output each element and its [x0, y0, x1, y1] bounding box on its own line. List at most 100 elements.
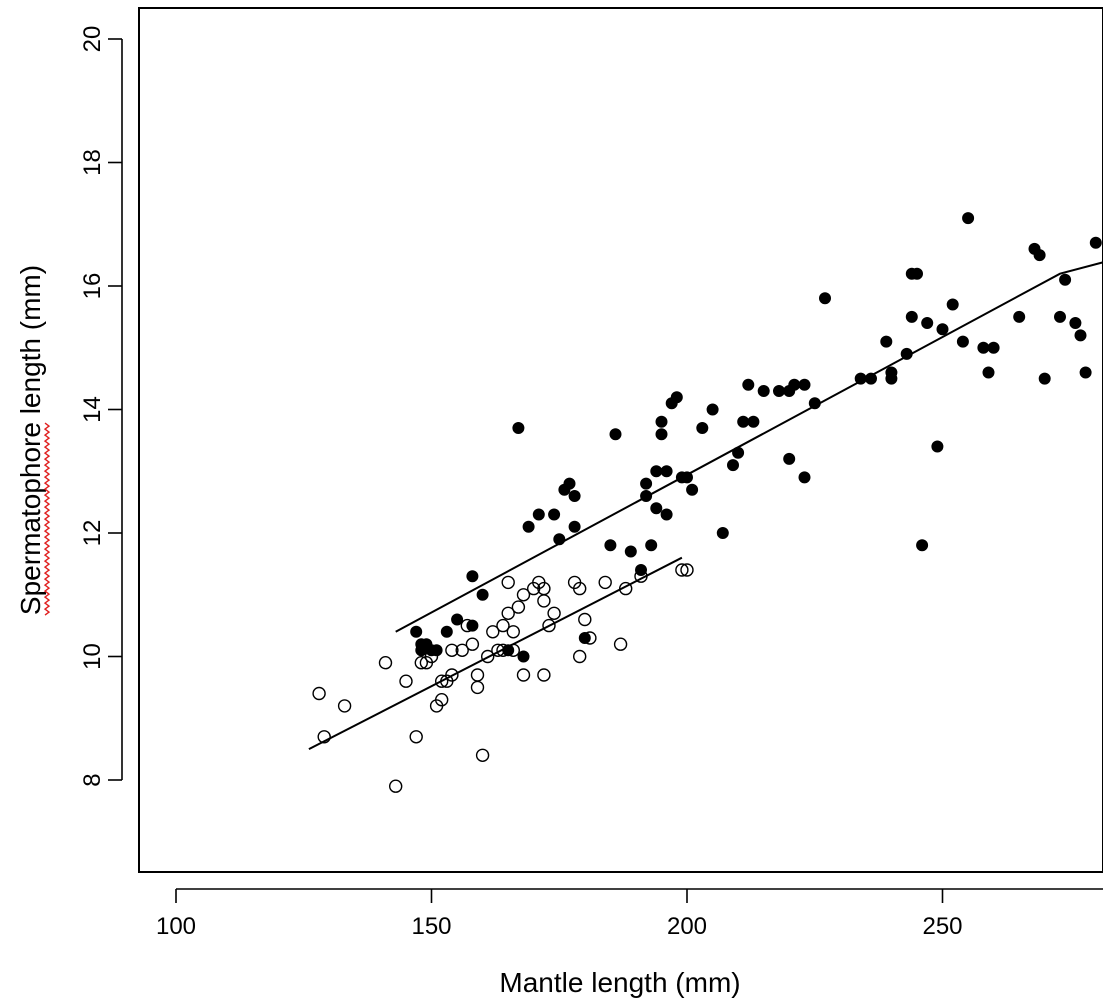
data-point-open: [680, 563, 694, 577]
data-point-filled: [1059, 273, 1072, 286]
data-point-filled: [645, 539, 658, 552]
data-point-filled: [568, 520, 581, 533]
data-point-open: [598, 575, 612, 590]
data-point-open: [435, 693, 449, 707]
data-point-open: [537, 594, 551, 608]
data-point-filled: [466, 570, 479, 583]
data-point-open: [537, 668, 551, 682]
x-axis: 100150200250300350400450: [156, 888, 1103, 940]
data-point-filled: [783, 452, 796, 465]
data-point-open: [460, 618, 474, 633]
data-point-open: [470, 680, 485, 695]
x-axis-title: Mantle length (mm): [499, 967, 740, 998]
data-point-filled: [440, 625, 453, 638]
data-point-open: [465, 637, 480, 651]
data-point-filled: [737, 415, 750, 428]
data-point-filled: [1013, 310, 1026, 323]
data-point-filled: [987, 341, 1000, 354]
data-point-open: [389, 779, 403, 793]
data-point-filled: [819, 292, 831, 305]
y-tick-label: 12: [79, 520, 106, 547]
data-point-open: [501, 575, 515, 590]
x-tick-label: 100: [156, 913, 196, 940]
data-point-filled: [563, 477, 576, 490]
data-point-open: [312, 686, 326, 701]
data-point-filled: [798, 378, 811, 391]
data-point-filled: [609, 428, 622, 441]
data-point-filled: [696, 422, 709, 434]
data-point-open: [445, 668, 459, 682]
data-point-open: [613, 637, 628, 651]
data-point-filled: [451, 613, 464, 626]
data-point-filled: [522, 520, 535, 533]
data-point-open: [414, 656, 428, 670]
data-point-open: [399, 674, 413, 688]
data-point-open: [578, 612, 592, 627]
data-point-filled: [946, 298, 959, 311]
y-tick-label: 8: [79, 773, 106, 786]
data-point-filled: [1069, 317, 1082, 329]
data-point-filled: [650, 502, 663, 515]
data-point-open: [501, 606, 515, 620]
data-point-open: [496, 643, 510, 657]
y-axis: 8 10 12 14 16 18 20: [79, 26, 123, 787]
data-point-filled: [1079, 366, 1092, 379]
data-point-filled: [604, 539, 617, 552]
data-point-open: [496, 618, 510, 633]
data-point-filled: [788, 378, 801, 391]
data-point-filled: [660, 508, 673, 521]
data-point-filled: [568, 490, 581, 502]
x-tick-label: 150: [411, 913, 451, 940]
y-axis-title: Spermatophore length (mm): [15, 265, 46, 615]
y-tick-label: 20: [79, 26, 106, 53]
data-point-filled: [982, 366, 995, 379]
data-point-open: [378, 656, 393, 670]
series-layer: [308, 212, 1103, 793]
data-point-filled: [773, 385, 785, 397]
y-tick-label: 18: [79, 149, 106, 176]
data-point-open: [486, 625, 500, 639]
fit-line: [395, 261, 1103, 633]
data-point-open: [337, 699, 352, 713]
data-point-filled: [548, 508, 561, 521]
x-tick-label: 250: [922, 913, 962, 940]
data-point-filled: [660, 465, 673, 478]
data-point-filled: [905, 310, 918, 323]
data-point-filled: [885, 366, 898, 379]
data-point-filled: [655, 428, 668, 441]
data-point-open: [573, 649, 587, 664]
data-point-open: [516, 668, 531, 682]
data-point-filled: [921, 317, 934, 329]
y-tick-label: 14: [79, 396, 106, 423]
data-point-filled: [686, 483, 699, 496]
data-point-open: [470, 668, 485, 682]
data-point-filled: [410, 625, 423, 638]
data-point-open: [435, 674, 449, 688]
data-point-filled: [706, 403, 719, 416]
data-point-filled: [911, 267, 923, 280]
data-point-filled: [466, 619, 479, 632]
data-point-open: [409, 730, 423, 744]
data-point-filled: [1074, 329, 1087, 342]
y-tick-label: 10: [79, 643, 106, 670]
data-point-filled: [1033, 249, 1046, 262]
data-point-open: [455, 643, 469, 657]
spellcheck-underline: [43, 422, 51, 616]
data-point-open: [516, 588, 531, 602]
data-point-filled: [798, 471, 811, 484]
data-point-open: [317, 730, 331, 744]
data-point-open: [675, 563, 689, 577]
data-point-filled: [727, 459, 739, 472]
data-point-filled: [476, 588, 489, 601]
data-point-open: [445, 643, 459, 657]
data-point-filled: [1038, 372, 1051, 385]
data-point-filled: [936, 323, 949, 336]
data-point-open: [424, 649, 439, 664]
data-point-filled: [1089, 236, 1102, 249]
data-point-filled: [956, 335, 969, 348]
data-point-filled: [1054, 310, 1066, 323]
data-point-filled: [716, 527, 729, 539]
data-point-open: [475, 748, 490, 762]
data-point-open: [491, 643, 505, 657]
data-point-filled: [962, 212, 975, 225]
